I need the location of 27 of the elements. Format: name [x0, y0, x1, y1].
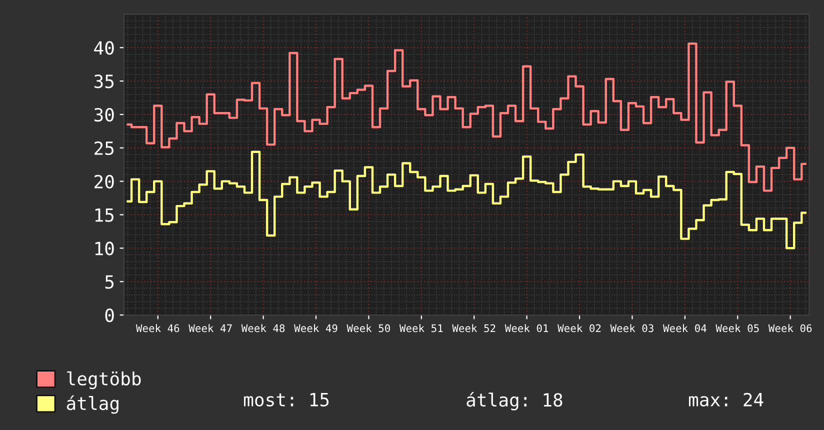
- y-tick-label: 25: [94, 141, 114, 156]
- x-tick-label: Week 06: [768, 324, 812, 332]
- text: max: 24: [689, 392, 764, 406]
- y-tick-label: 15: [95, 208, 114, 222]
- y-tick-label: 20: [94, 174, 114, 188]
- x-tick-label: Week 05: [716, 324, 759, 332]
- x-tick-label: Week 02: [558, 324, 601, 332]
- y-tick-label: 0: [105, 308, 114, 322]
- x-tick-label: Week 46: [136, 324, 180, 332]
- text: most: 15: [244, 393, 329, 406]
- text: átlag: 18: [466, 392, 562, 410]
- x-tick-label: Week 01: [504, 324, 548, 332]
- y-tick-label: 40: [94, 41, 114, 55]
- y-tick-label: 5: [105, 275, 114, 289]
- y-tick-label: 35: [94, 74, 114, 88]
- y-tick-label: 10: [95, 242, 114, 256]
- x-tick-label: Week 04: [662, 324, 706, 332]
- x-tick-label: Week 51: [399, 324, 443, 332]
- x-tick-label: Week 49: [294, 324, 338, 332]
- x-tick-label: Week 52: [452, 324, 496, 332]
- legend-label: legtöbb: [67, 371, 141, 390]
- x-tick-label: Week 50: [346, 324, 390, 332]
- y-tick-label: 30: [94, 108, 114, 122]
- x-tick-label: Week 48: [241, 324, 285, 332]
- legend-label: átlag: [66, 395, 118, 414]
- x-tick-label: Week 03: [610, 324, 654, 332]
- x-tick-label: Week 47: [188, 324, 232, 332]
